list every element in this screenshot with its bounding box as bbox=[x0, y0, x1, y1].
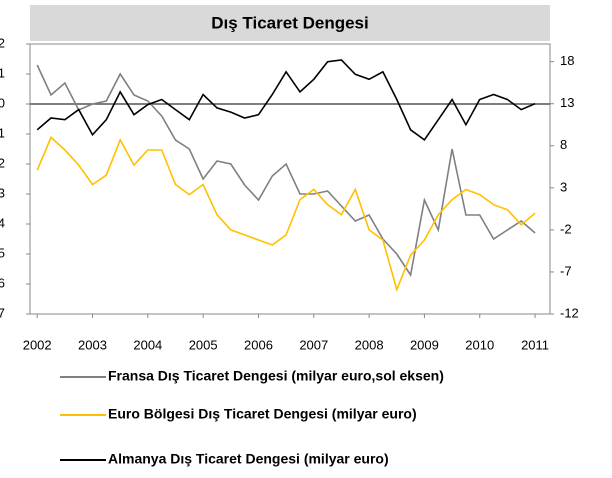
x-tick-label: 2009 bbox=[410, 337, 439, 352]
y2-tick-label: 3 bbox=[560, 179, 567, 194]
y2-tick-label: 13 bbox=[560, 95, 574, 110]
x-tick-label: 2004 bbox=[133, 337, 162, 352]
series-line bbox=[36, 136, 536, 293]
x-tick-label: 2007 bbox=[299, 337, 328, 352]
y-tick-label: -1 bbox=[0, 125, 5, 140]
legend-label: Fransa Dış Ticaret Dengesi (milyar euro,… bbox=[108, 368, 444, 384]
x-tick-label: 2003 bbox=[78, 337, 107, 352]
y-tick-label: -4 bbox=[0, 215, 5, 230]
series-line bbox=[36, 64, 536, 278]
title-band bbox=[30, 5, 550, 41]
y2-tick-label: -12 bbox=[560, 305, 579, 320]
y-tick-label: -7 bbox=[0, 305, 5, 320]
x-tick-label: 2002 bbox=[23, 337, 52, 352]
y2-tick-label: -2 bbox=[560, 221, 572, 236]
x-tick-label: 2006 bbox=[244, 337, 273, 352]
y-tick-label: 1 bbox=[0, 65, 5, 80]
y2-tick-label: -7 bbox=[560, 263, 572, 278]
y2-tick-label: 18 bbox=[560, 53, 574, 68]
y-tick-label: -5 bbox=[0, 245, 5, 260]
y-tick-label: 0 bbox=[0, 95, 5, 110]
y2-tick-label: 8 bbox=[560, 137, 567, 152]
y-tick-label: -2 bbox=[0, 155, 5, 170]
x-tick-label: 2011 bbox=[521, 337, 549, 352]
legend-label: Euro Bölgesi Dış Ticaret Dengesi (milyar… bbox=[108, 406, 417, 422]
y-tick-label: 2 bbox=[0, 35, 5, 50]
x-tick-label: 2008 bbox=[355, 337, 384, 352]
y-tick-label: -6 bbox=[0, 275, 5, 290]
series-line bbox=[36, 59, 536, 142]
plot-frame bbox=[29, 43, 551, 315]
legend-label: Almanya Dış Ticaret Dengesi (milyar euro… bbox=[108, 451, 389, 467]
chart-title: Dış Ticaret Dengesi bbox=[211, 13, 368, 32]
x-tick-label: 2010 bbox=[465, 337, 494, 352]
x-tick-label: 2005 bbox=[189, 337, 218, 352]
y-tick-label: -3 bbox=[0, 185, 5, 200]
